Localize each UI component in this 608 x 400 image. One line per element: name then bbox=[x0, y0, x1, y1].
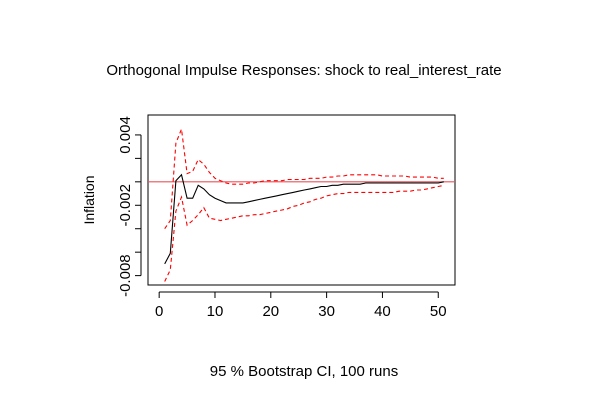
y-tick-label: 0.004 bbox=[117, 116, 134, 154]
series-line-ci-lower bbox=[164, 184, 444, 282]
x-tick-label: 10 bbox=[207, 303, 224, 320]
x-tick-label: 30 bbox=[318, 303, 335, 320]
x-tick-label: 20 bbox=[262, 303, 279, 320]
x-tick-label: 0 bbox=[155, 303, 163, 320]
plot-area: 0 10 20 30 40 50 -0.008 -0.002 0.004 bbox=[117, 114, 456, 320]
chart-title: Orthogonal Impulse Responses: shock to r… bbox=[106, 62, 501, 79]
chart-footer: 95 % Bootstrap CI, 100 runs bbox=[210, 363, 398, 380]
series-line-ci-upper bbox=[164, 126, 444, 230]
y-tick-label: -0.008 bbox=[117, 254, 134, 297]
y-tick-label: -0.002 bbox=[117, 184, 134, 227]
y-axis-label: Inflation bbox=[81, 175, 97, 224]
x-tick-label: 50 bbox=[430, 303, 447, 320]
x-tick-label: 40 bbox=[374, 303, 391, 320]
plot-frame bbox=[147, 114, 456, 286]
series-line-response bbox=[164, 173, 444, 265]
